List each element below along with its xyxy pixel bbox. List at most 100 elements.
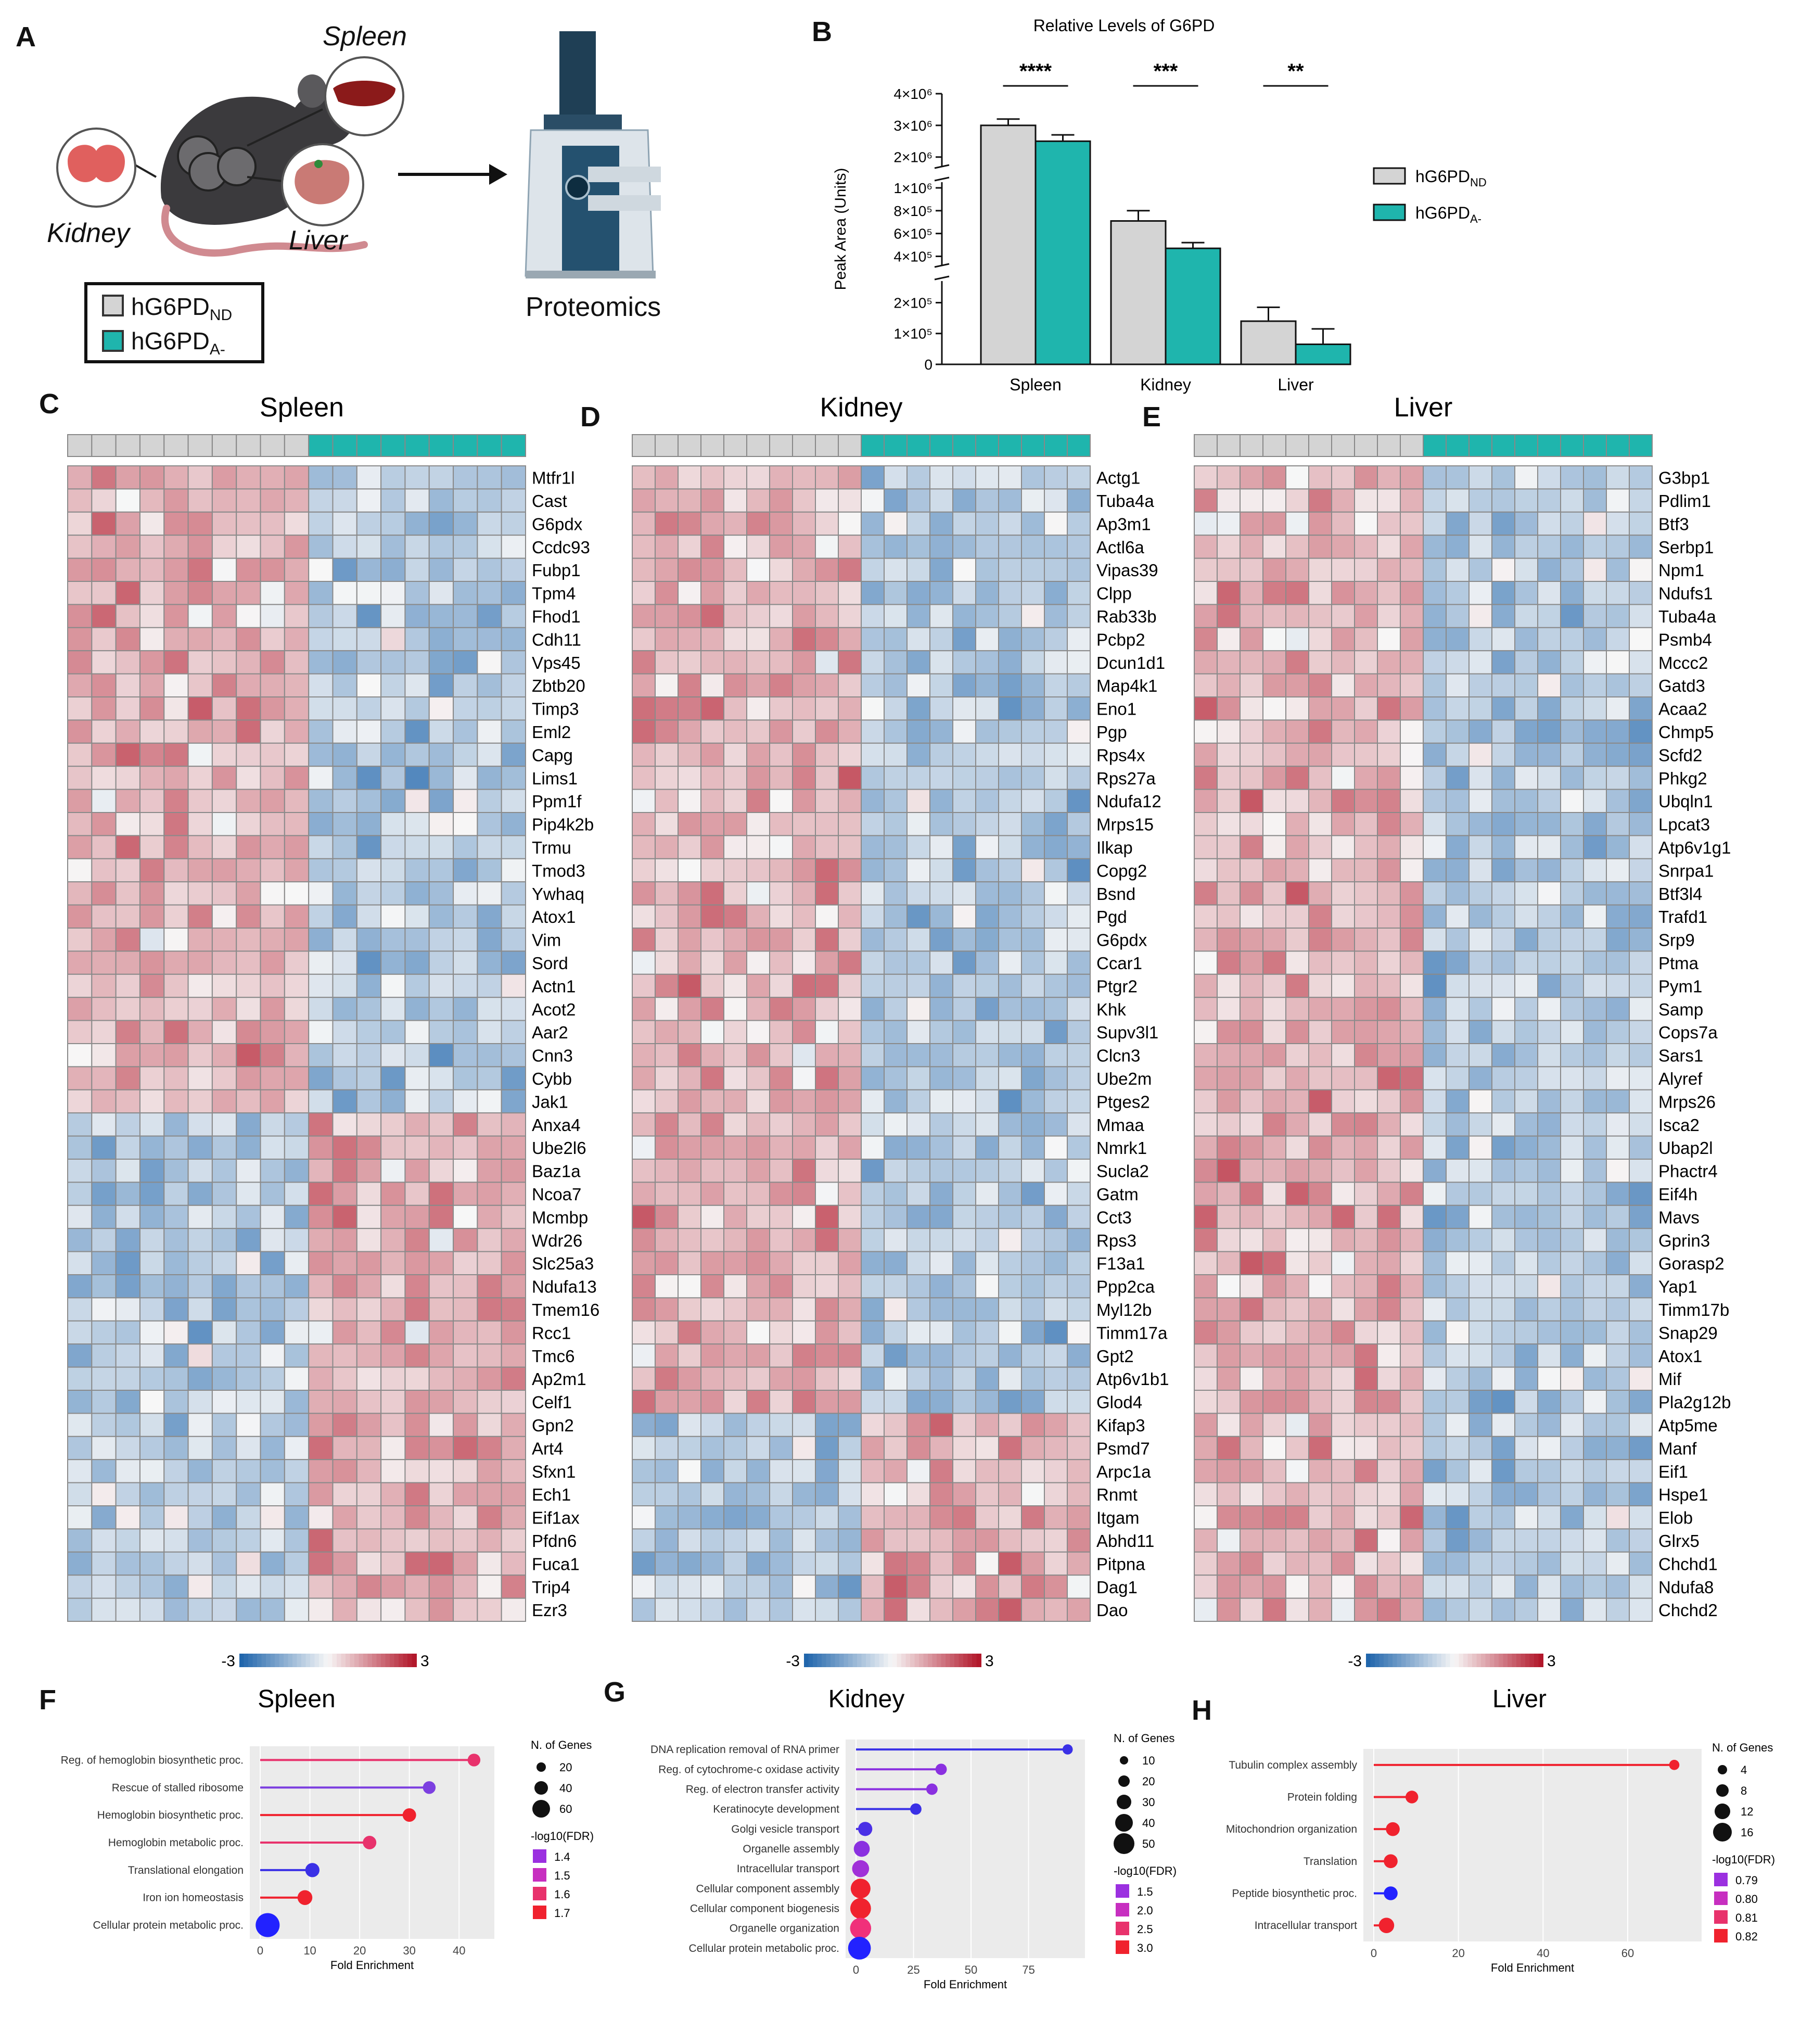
heatmap-cell (1606, 1436, 1630, 1461)
heatmap-cell (91, 742, 117, 767)
size-legend-label: 30 (1142, 1796, 1155, 1809)
heatmap-cell (998, 1597, 1022, 1622)
heatmap-cell (1354, 1436, 1378, 1461)
heatmap-cell (1308, 1482, 1332, 1507)
heatmap-cell (139, 1135, 165, 1160)
heatmap-cell (1262, 1297, 1286, 1322)
gene-label: Timp3 (532, 700, 579, 719)
heatmap-cell (746, 1343, 770, 1368)
gene-label: Lims1 (532, 769, 578, 788)
heatmap-cell (501, 1159, 526, 1183)
heatmap-cell (67, 858, 93, 883)
heatmap-cell (700, 766, 724, 790)
heatmap-cell (1044, 581, 1068, 605)
heatmap-cell (838, 1297, 862, 1322)
heatmap-cell (91, 1575, 117, 1599)
heatmap-cell (1067, 1505, 1091, 1530)
heatmap-cell (453, 742, 478, 767)
heatmap-cell (1446, 1459, 1470, 1483)
colorscale-segment (1384, 1654, 1389, 1667)
heatmap-cell (1491, 719, 1515, 744)
heatmap-cell (236, 696, 261, 721)
heatmap-cell (1067, 650, 1091, 675)
heatmap-cell (139, 696, 165, 721)
heatmap-cell (792, 766, 816, 790)
heatmap-cell (1491, 557, 1515, 582)
heatmap-cell (380, 1112, 406, 1137)
heatmap-cell (700, 1204, 724, 1229)
gene-label: Ywhaq (532, 884, 584, 904)
heatmap-cell (769, 1274, 793, 1299)
heatmap-cell (884, 1343, 908, 1368)
heatmap-cell (769, 465, 793, 490)
heatmap-cell (678, 627, 701, 652)
heatmap-cell (1491, 1413, 1515, 1437)
heatmap-cell (746, 1551, 770, 1576)
heatmap-cell (236, 1020, 261, 1044)
colorscale-segment (270, 1654, 275, 1667)
heatmap-cell (1423, 1413, 1447, 1437)
heatmap-cell (975, 812, 999, 836)
heatmap-cell (884, 742, 908, 767)
heatmap-cell (1583, 465, 1607, 490)
heatmap-cell (1240, 1159, 1263, 1183)
heatmap-cell (815, 627, 839, 652)
size-legend-dot (1713, 1823, 1732, 1842)
heatmap-cell (1446, 581, 1470, 605)
heatmap-cell (1240, 511, 1263, 536)
heatmap-cell (380, 581, 406, 605)
heatmap-cell (1262, 1020, 1286, 1044)
heatmap-cell (769, 1320, 793, 1345)
heatmap-cell (632, 1182, 656, 1206)
heatmap-cell (952, 1204, 976, 1229)
heatmap-cell (1067, 1528, 1091, 1553)
heatmap-cell (284, 904, 310, 929)
heatmap-cell (1560, 1482, 1584, 1507)
heatmap-cell (91, 557, 117, 582)
heatmap-cell (477, 1459, 502, 1483)
heatmap-cell (404, 742, 430, 767)
heatmap-cell (187, 1228, 213, 1252)
heatmap-cell (906, 1413, 930, 1437)
heatmap-cell (163, 1251, 189, 1275)
heatmap-cell (501, 1204, 526, 1229)
heatmap-cell (67, 1482, 93, 1507)
heatmap-cell (632, 1482, 656, 1507)
heatmap-cell (1606, 650, 1630, 675)
gene-label: Gatd3 (1658, 676, 1705, 695)
heatmap-cell (746, 1459, 770, 1483)
heatmap-cell (260, 1274, 285, 1299)
gene-label: Hspe1 (1658, 1485, 1708, 1504)
heatmap-cell (211, 1297, 237, 1322)
heatmap-cell (404, 696, 430, 721)
heatmap-cell (632, 673, 656, 697)
heatmap-cell (1285, 604, 1309, 628)
color-legend-swatch (533, 1887, 546, 1900)
heatmap-cell (861, 766, 885, 790)
heatmap-cell (163, 1182, 189, 1206)
heatmap-cell (236, 789, 261, 813)
heatmap-cell (332, 766, 357, 790)
colorscale-segment (897, 1654, 902, 1667)
gene-label: Rps27a (1096, 769, 1156, 788)
heatmap-cell (428, 719, 454, 744)
heatmap-cell (1308, 1413, 1332, 1437)
heatmap-cell (404, 1159, 430, 1183)
heatmap-cell (1514, 1297, 1538, 1322)
heatmap-cell (187, 696, 213, 721)
heatmap-cell (1537, 881, 1561, 906)
heatmap-cell (67, 1366, 93, 1391)
group-annotation-cell (952, 434, 976, 457)
heatmap-cell (1044, 1551, 1068, 1576)
heatmap-cell (332, 1413, 357, 1437)
heatmap-cell (1285, 465, 1309, 490)
heatmap-cell (746, 1182, 770, 1206)
group-annotation-cell (1606, 434, 1630, 457)
heatmap-cell (952, 1182, 976, 1206)
heatmap-cell (67, 766, 93, 790)
heatmap-cell (632, 535, 656, 559)
heatmap-cell (655, 1597, 679, 1622)
heatmap-cell (1044, 1320, 1068, 1345)
heatmap-cell (1537, 928, 1561, 952)
heatmap-cell (67, 928, 93, 952)
